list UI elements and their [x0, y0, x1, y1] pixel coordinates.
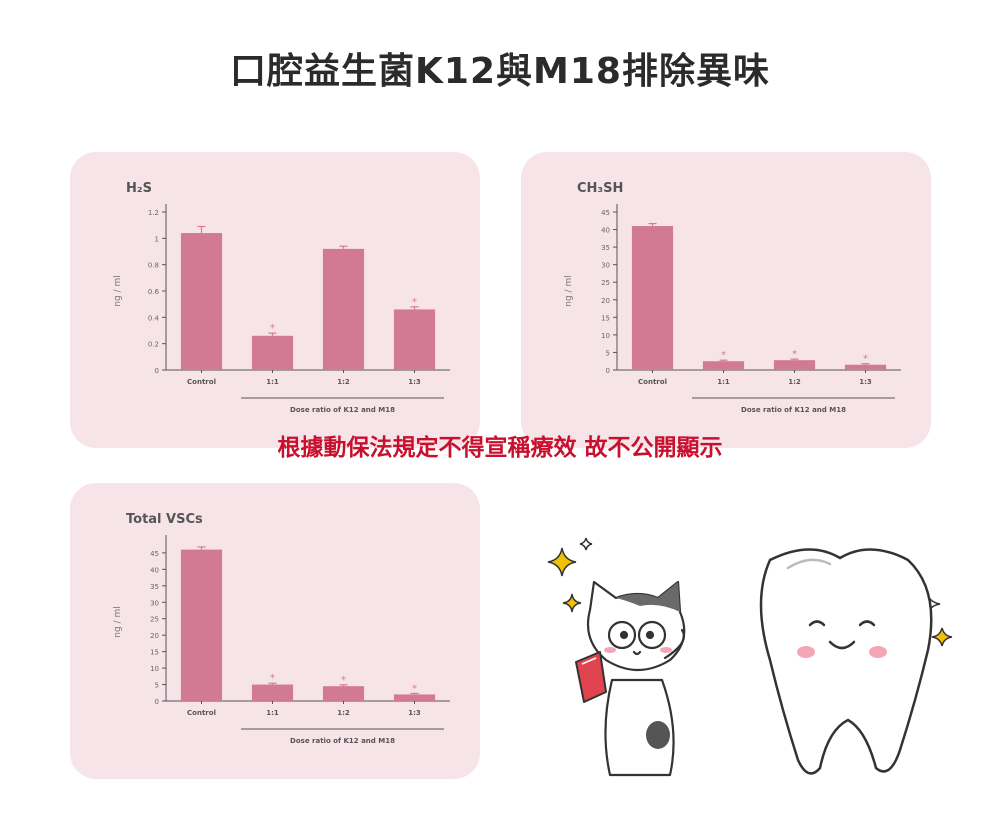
bar [393, 309, 436, 370]
x-tick-label: 1:1 [717, 378, 730, 386]
y-tick-label: 25 [601, 279, 610, 287]
bar [180, 233, 223, 370]
significance-marker: * [863, 354, 868, 365]
y-tick-label: 25 [150, 616, 159, 624]
y-tick-label: 20 [150, 632, 159, 640]
significance-marker: * [721, 350, 726, 361]
chart-total-vscs: Total VSCs ng / ml 45 40 35 30 25 20 15 10 5 0 Contr… [113, 512, 450, 745]
red-book-icon [575, 651, 607, 703]
x-tick-label: 1:3 [859, 378, 872, 386]
bar [322, 248, 365, 370]
x-axis-label: Dose ratio of K12 and M18 [290, 737, 395, 745]
cat-character-icon [586, 580, 686, 777]
chart-panel-total-vscs: Total VSCs ng / ml 45 40 35 30 25 20 15 10 5 0 Contr… [70, 483, 480, 779]
x-tick-label: 1:2 [788, 378, 801, 386]
y-tick-label: 15 [150, 649, 159, 657]
bar [702, 361, 745, 370]
x-tick-label: 1:1 [266, 378, 279, 386]
significance-marker: * [341, 675, 346, 686]
significance-marker: * [270, 673, 275, 684]
y-tick-label: 5 [606, 349, 610, 357]
y-tick-label: 10 [601, 332, 610, 340]
y-tick-label: 1 [155, 235, 159, 243]
y-tick-label: 45 [601, 209, 610, 217]
x-tick-label: Control [187, 378, 216, 386]
y-tick-label: 20 [601, 297, 610, 305]
chart-title: H₂S [126, 181, 152, 196]
y-tick-label: 15 [601, 314, 610, 322]
significance-marker: * [792, 349, 797, 360]
y-tick-label: 0.4 [148, 314, 160, 322]
x-tick-label: 1:2 [337, 709, 350, 717]
bar [251, 684, 294, 701]
y-tick-label: 0 [606, 367, 610, 375]
bar [773, 360, 816, 370]
sparkle-icon [547, 547, 953, 647]
y-tick-label: 35 [150, 583, 159, 591]
bar [180, 549, 223, 701]
x-tick-label: 1:3 [408, 709, 421, 717]
significance-marker: * [412, 297, 417, 308]
y-tick-label: 40 [601, 227, 610, 235]
y-tick-label: 0.2 [148, 341, 159, 349]
y-tick-label: 1.2 [148, 209, 159, 217]
bar [322, 686, 365, 701]
tooth-character-icon [759, 548, 933, 775]
y-tick-label: 45 [150, 550, 159, 558]
chart-title: CH₃SH [577, 181, 623, 196]
significance-marker: * [412, 683, 417, 694]
y-tick-label: 30 [150, 599, 159, 607]
y-tick-label: 30 [601, 262, 610, 270]
x-tick-label: 1:2 [337, 378, 350, 386]
x-tick-label: 1:3 [408, 378, 421, 386]
y-tick-label: 10 [150, 665, 159, 673]
bar [251, 335, 294, 370]
y-tick-label: 0.6 [148, 288, 160, 296]
bar [844, 364, 887, 370]
x-axis-label: Dose ratio of K12 and M18 [741, 406, 846, 414]
y-tick-label: 40 [150, 566, 159, 574]
y-tick-label: 5 [155, 682, 159, 690]
chart-title: Total VSCs [126, 512, 203, 527]
chart-panel-h2s: H₂S ng / ml 1.2 1 0.8 0.6 0.4 0.2 0 Control * 1:1 1:… [70, 152, 480, 448]
chart-ch3sh: CH₃SH ng / ml 45 40 35 30 25 20 15 10 5 0 Control * 1:… [564, 181, 901, 414]
y-tick-label: 0.8 [148, 262, 159, 270]
y-tick-label: 0 [155, 698, 159, 706]
page-title: 口腔益生菌K12與M18排除異味 [230, 51, 770, 92]
y-axis-label: ng / ml [113, 275, 123, 306]
bar [631, 226, 674, 370]
illustration [547, 537, 953, 777]
x-tick-label: Control [638, 378, 667, 386]
y-tick-label: 0 [155, 367, 159, 375]
x-tick-label: 1:1 [266, 709, 279, 717]
chart-h2s: H₂S ng / ml 1.2 1 0.8 0.6 0.4 0.2 0 Control * 1:1 1:… [113, 181, 450, 414]
legal-notice: 根據動保法規定不得宣稱療效 故不公開顯示 [277, 435, 723, 461]
significance-marker: * [270, 323, 275, 334]
y-axis-label: ng / ml [564, 275, 574, 306]
bar [393, 694, 436, 701]
x-tick-label: Control [187, 709, 216, 717]
y-tick-label: 35 [601, 244, 610, 252]
x-axis-label: Dose ratio of K12 and M18 [290, 406, 395, 414]
chart-panel-ch3sh: CH₃SH ng / ml 45 40 35 30 25 20 15 10 5 0 Control * 1:… [521, 152, 931, 448]
y-axis-label: ng / ml [113, 606, 123, 637]
